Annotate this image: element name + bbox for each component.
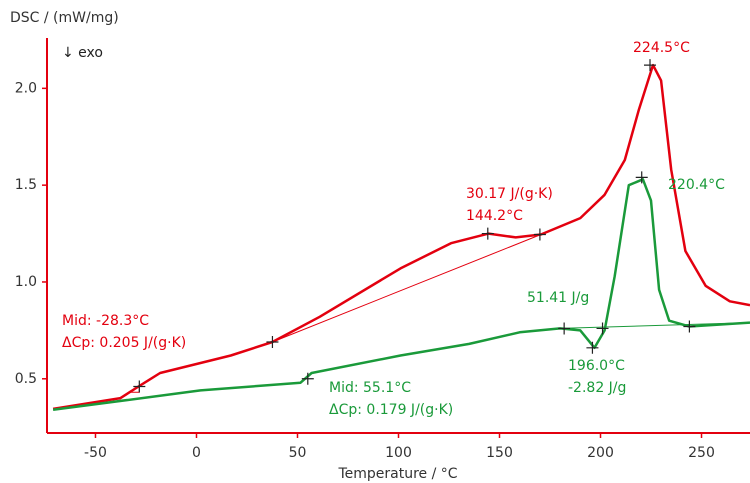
x-tick-label: 0 <box>192 445 201 461</box>
x-tick-label: 200 <box>587 445 614 461</box>
baseline <box>272 234 542 343</box>
annotation: ΔCp: 0.205 J/(g·K) <box>62 335 186 351</box>
y-tick-label: 1.5 <box>15 177 37 193</box>
marker <box>301 372 314 385</box>
y-tick-label: 1.0 <box>15 274 37 290</box>
x-tick-label: 150 <box>486 445 513 461</box>
marker <box>635 171 648 184</box>
annotation: Mid: 55.1°C <box>329 380 411 396</box>
x-tick-label: 50 <box>289 445 307 461</box>
x-tick-label: 100 <box>385 445 412 461</box>
x-tick-label: 250 <box>688 445 715 461</box>
marker <box>133 380 146 393</box>
marker <box>644 59 657 72</box>
x-axis-label: Temperature / °C <box>337 466 457 482</box>
annotation: -2.82 J/g <box>568 380 626 396</box>
annotation: ΔCp: 0.179 J/(g·K) <box>329 402 453 418</box>
annotation: ↓ exo <box>62 45 103 61</box>
x-tick-label: -50 <box>84 445 107 461</box>
annotation: 30.17 J/(g·K) <box>466 186 553 202</box>
y-tick-label: 2.0 <box>15 80 37 96</box>
annotation: Mid: -28.3°C <box>62 313 149 329</box>
marker <box>558 322 571 335</box>
annotation: 51.41 J/g <box>527 290 589 306</box>
marker <box>481 227 494 240</box>
annotation: 224.5°C <box>633 40 690 56</box>
annotation: 196.0°C <box>568 358 625 374</box>
y-axis-label: DSC / (mW/mg) <box>10 10 119 26</box>
marker <box>586 341 599 354</box>
marker <box>533 228 546 241</box>
marker <box>683 320 696 333</box>
annotation: 144.2°C <box>466 208 523 224</box>
marker <box>596 322 609 335</box>
y-tick-label: 0.5 <box>15 371 37 387</box>
series-line <box>52 63 750 411</box>
marker <box>266 335 279 348</box>
annotation: 220.4°C <box>668 177 725 193</box>
